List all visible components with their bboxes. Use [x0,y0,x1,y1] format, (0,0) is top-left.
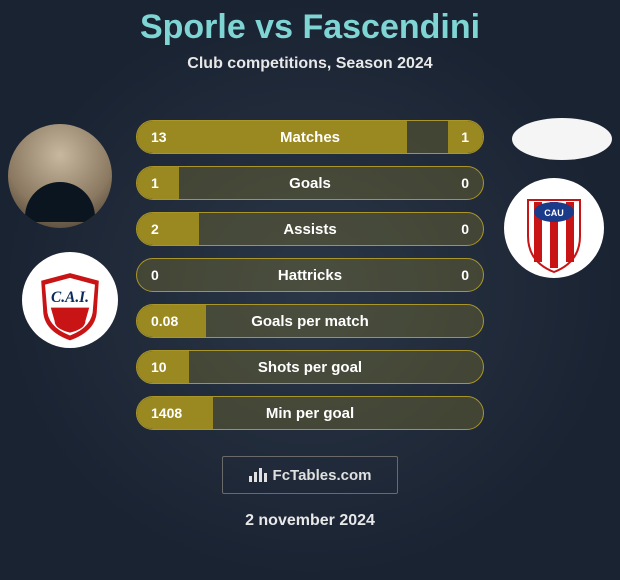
stat-row: 00Hattricks [136,258,484,292]
svg-text:CAU: CAU [544,208,564,218]
subtitle: Club competitions, Season 2024 [0,55,620,73]
player-right-avatar [512,118,612,160]
stat-row: 1408Min per goal [136,396,484,430]
stat-row: 10Shots per goal [136,350,484,384]
club-right-badge: CAU [504,178,604,278]
stat-label: Assists [137,221,483,238]
stat-label: Min per goal [137,405,483,422]
stats-table: 131Matches 10Goals 20Assists 00Hattricks 0.0… [136,120,484,442]
club-left-badge: C.A.I. [22,252,118,348]
logo-text: FcTables.com [273,467,372,484]
page-title: Sporle vs Fascendini [0,0,620,47]
stat-label: Matches [137,129,483,146]
stat-row: 20Assists [136,212,484,246]
stat-row: 0.08Goals per match [136,304,484,338]
fctables-logo[interactable]: FcTables.com [222,456,398,494]
stat-label: Shots per goal [137,359,483,376]
stat-row: 131Matches [136,120,484,154]
bars-icon [249,468,267,482]
stat-label: Goals [137,175,483,192]
date-label: 2 november 2024 [0,512,620,530]
player-left-avatar [8,124,112,228]
svg-text:C.A.I.: C.A.I. [51,289,89,306]
stat-label: Hattricks [137,267,483,284]
stat-label: Goals per match [137,313,483,330]
stat-row: 10Goals [136,166,484,200]
comparison-card: Sporle vs Fascendini Club competitions, … [0,0,620,580]
